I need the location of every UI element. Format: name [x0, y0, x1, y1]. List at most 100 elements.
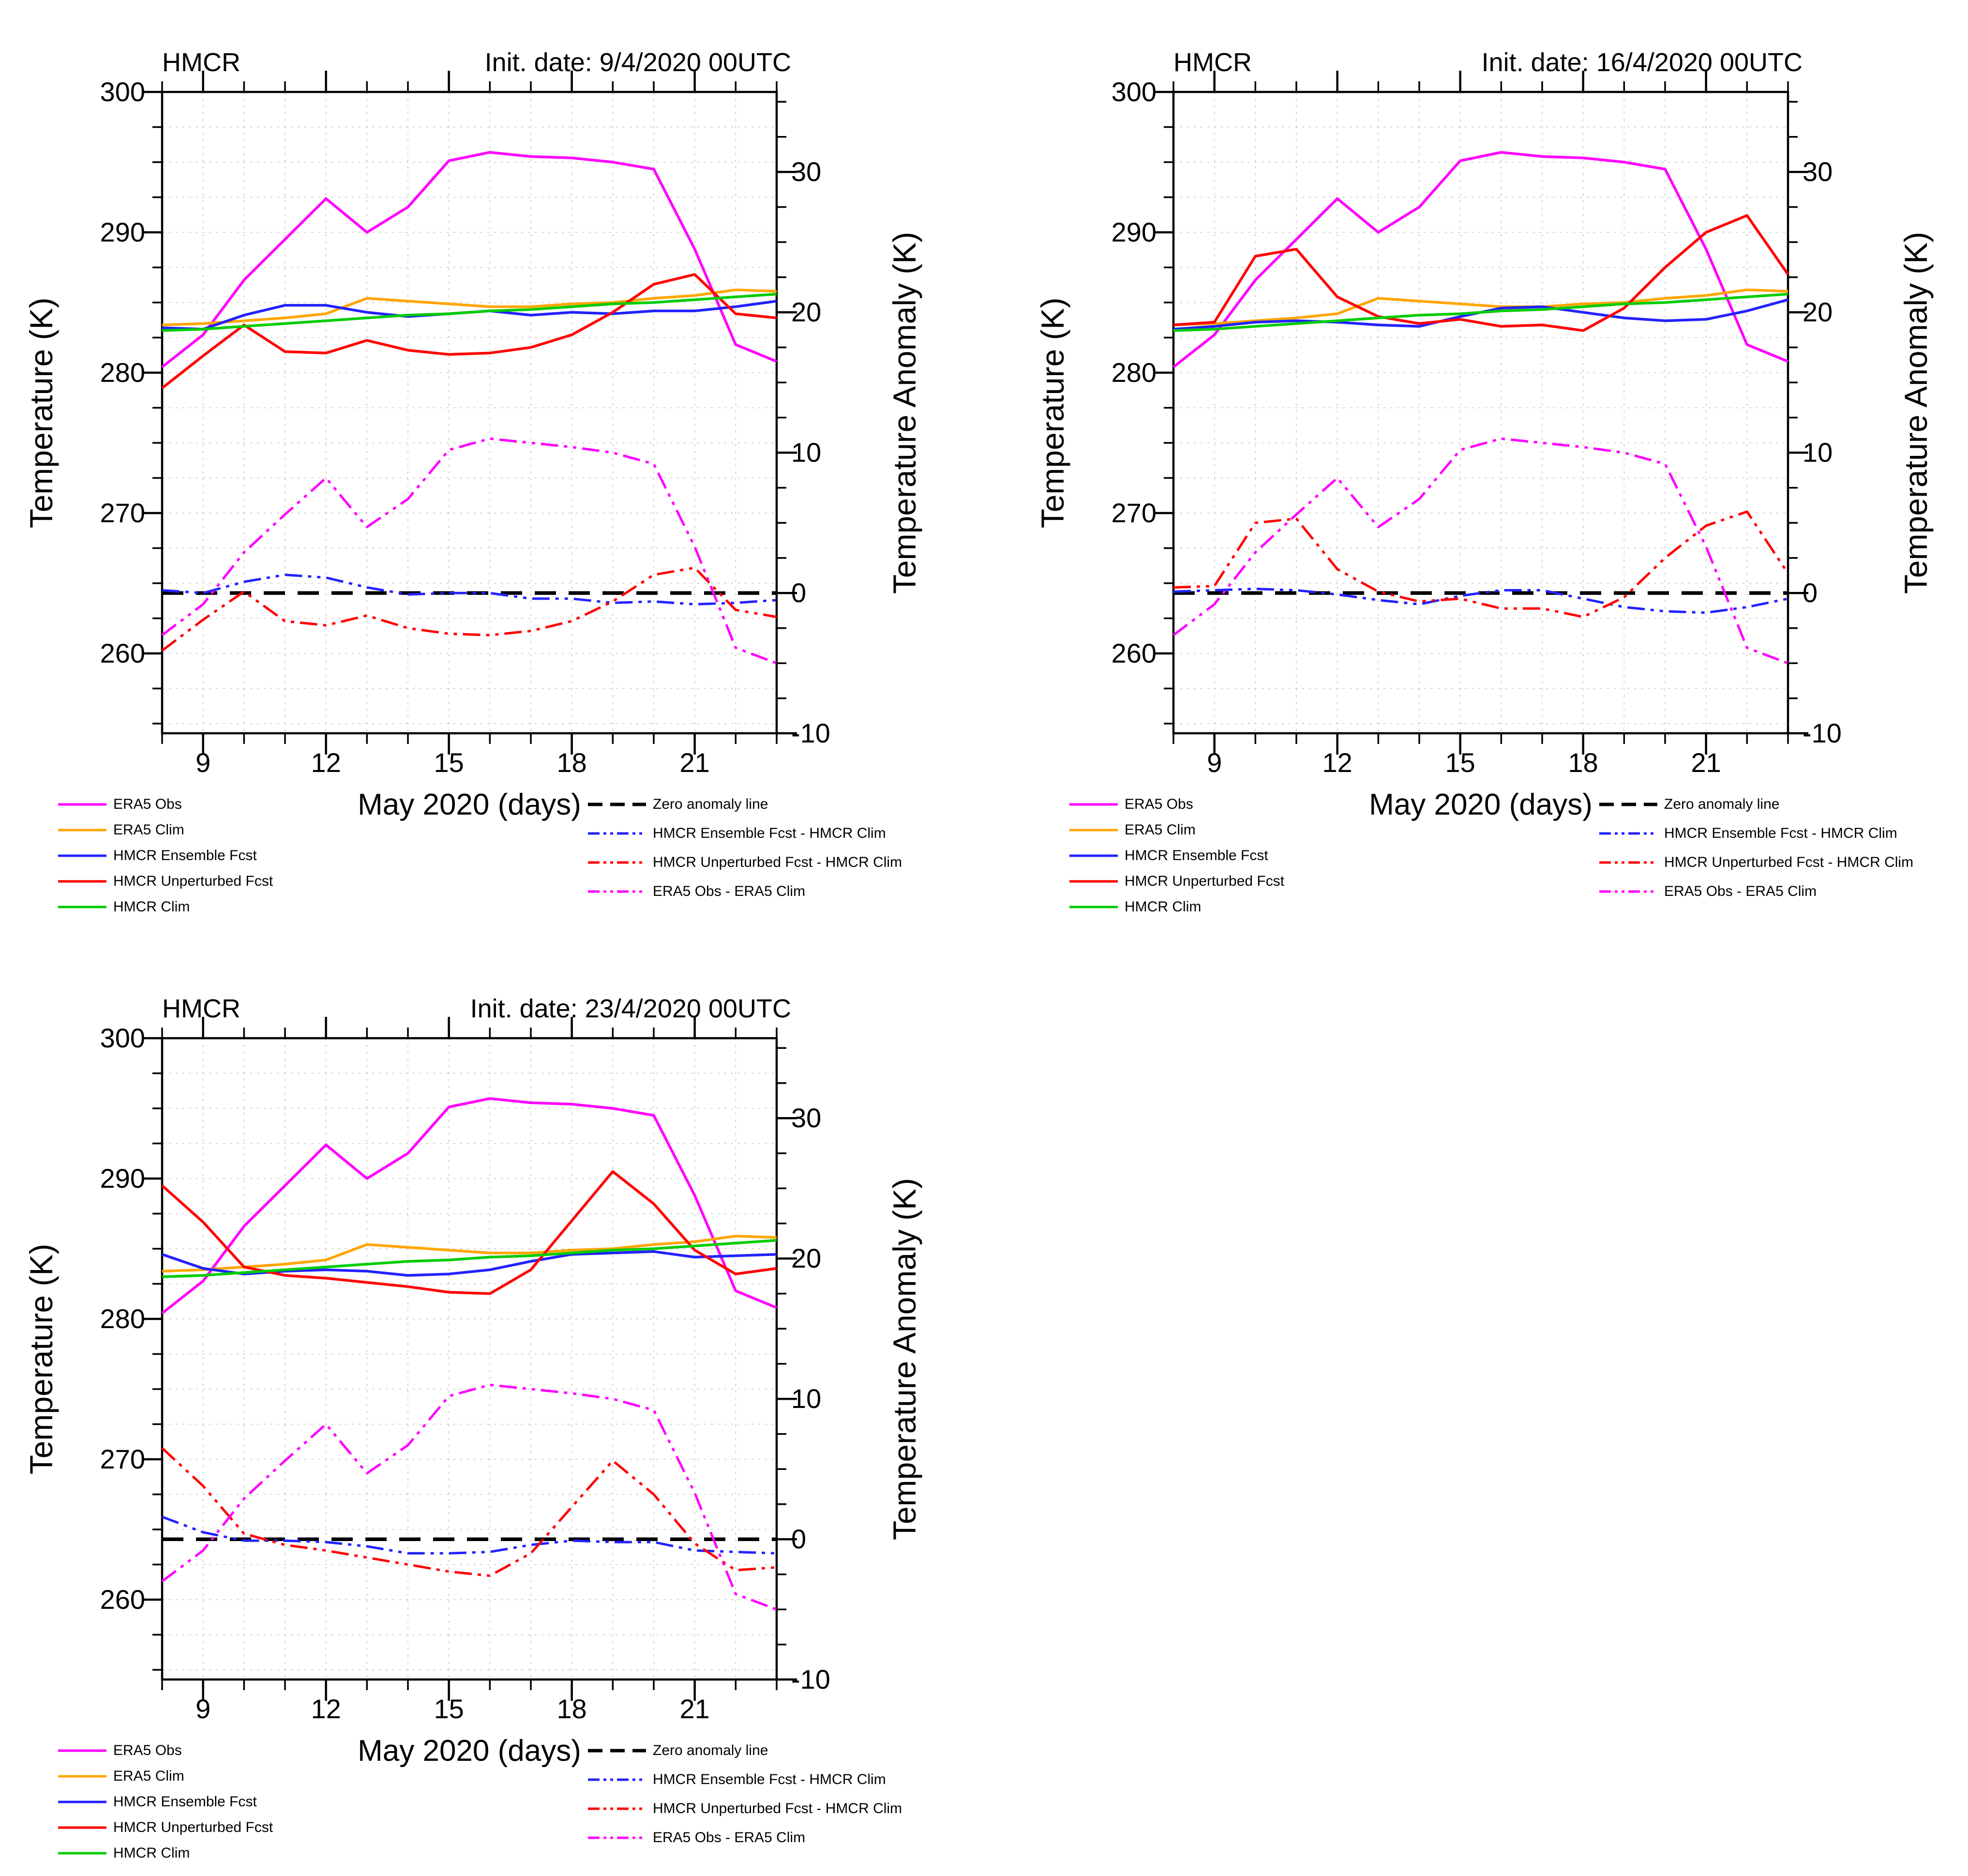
- legend-label: HMCR Unperturbed Fcst: [1125, 873, 1285, 889]
- y-left-tick-label: 280: [100, 357, 145, 388]
- legend-line-sample: [1069, 803, 1118, 806]
- series-line-hmcr-clim: [162, 292, 777, 332]
- plot-frame: [161, 91, 778, 735]
- legend-item: HMCR Unperturbed Fcst: [58, 1819, 273, 1836]
- legend-line-sample: [588, 890, 646, 893]
- legend-item: Zero anomaly line: [588, 796, 768, 813]
- legend-item: ERA5 Obs - ERA5 Clim: [588, 883, 805, 900]
- series-line-era5-obs-era5-clim: [161, 437, 777, 665]
- x-tick-label: 18: [1568, 747, 1598, 778]
- legend-label: HMCR Ensemble Fcst: [113, 1794, 257, 1810]
- legend-item: HMCR Ensemble Fcst - HMCR Clim: [588, 1771, 886, 1788]
- x-tick-label: 12: [1322, 747, 1352, 778]
- legend-line-sample: [58, 1800, 106, 1803]
- series-line-era5-obs: [161, 151, 778, 368]
- plot-frame: [1172, 91, 1789, 735]
- y-axis-title-right: Temperature Anomaly (K): [886, 1178, 922, 1540]
- panel-2-plot: [1153, 71, 1808, 755]
- legend-item: HMCR Ensemble Fcst - HMCR Clim: [588, 825, 886, 842]
- legend-item: HMCR Ensemble Fcst - HMCR Clim: [1599, 825, 1897, 842]
- y-axis-title-right: Temperature Anomaly (K): [886, 231, 922, 594]
- legend-item: HMCR Unperturbed Fcst: [58, 873, 273, 890]
- y-right-tick-label: -10: [791, 1664, 830, 1695]
- legend-label: ERA5 Obs - ERA5 Clim: [1664, 883, 1817, 899]
- legend-label: ERA5 Obs - ERA5 Clim: [653, 1830, 806, 1846]
- series-line-era5-obs: [161, 1097, 778, 1315]
- y-right-tick-label: 20: [791, 1243, 822, 1274]
- x-tick-label: 21: [679, 1694, 710, 1724]
- legend-item: ERA5 Clim: [58, 822, 184, 838]
- legend-line-sample: [58, 1749, 106, 1752]
- y-right-tick-label: -10: [1803, 718, 1842, 749]
- panel-1-plot: [142, 71, 797, 755]
- series-line-hmcr-unperturbed-fcst-hmcr-clim: [161, 566, 777, 652]
- series-line-hmcr-unperturbed-fcst-hmcr-clim: [161, 1447, 777, 1577]
- series-line-hmcr-ensemble-fcst: [162, 1250, 777, 1277]
- y-right-tick-label: 10: [1803, 437, 1833, 468]
- y-right-tick-label: 10: [791, 1383, 822, 1414]
- panel2-model-title: HMCR: [1173, 48, 1252, 77]
- y-left-tick-label: 300: [1111, 76, 1157, 107]
- y-left-tick-label: 270: [100, 1444, 145, 1474]
- legend-item: HMCR Unperturbed Fcst: [1069, 873, 1284, 890]
- legend-label: ERA5 Obs - ERA5 Clim: [653, 883, 806, 899]
- y-left-tick-label: 280: [1111, 357, 1157, 388]
- y-axis-title-left: Temperature (K): [23, 297, 59, 528]
- legend-line-sample: [58, 880, 106, 883]
- series-line-era5-obs: [1172, 151, 1789, 368]
- legend-line-sample: [1599, 861, 1657, 864]
- y-right-tick-label: 20: [791, 297, 822, 328]
- y-right-tick-label: 20: [1803, 297, 1833, 328]
- series-line-hmcr-unperturbed-fcst: [1173, 214, 1789, 332]
- series-line-era5-clim: [162, 288, 777, 327]
- legend-line-sample: [588, 832, 646, 835]
- series-line-era5-clim: [162, 1235, 777, 1273]
- legend-label: HMCR Ensemble Fcst - HMCR Clim: [1664, 825, 1897, 841]
- legend-line-sample: [588, 861, 646, 864]
- x-axis-title: May 2020 (days): [358, 1734, 581, 1768]
- series-line-hmcr-ensemble-fcst-hmcr-clim: [1173, 588, 1788, 614]
- legend-line-sample: [1069, 906, 1118, 908]
- panel1-model-title: HMCR: [162, 48, 240, 77]
- series-line-era5-clim: [1173, 288, 1788, 327]
- series-line-era5-obs-era5-clim: [161, 1383, 777, 1611]
- legend-item: Zero anomaly line: [588, 1742, 768, 1759]
- legend-label: HMCR Unperturbed Fcst: [113, 1819, 273, 1835]
- x-tick-label: 18: [556, 1694, 587, 1724]
- legend-label: ERA5 Clim: [113, 1768, 184, 1784]
- legend-label: Zero anomaly line: [1664, 796, 1780, 812]
- legend-label: ERA5 Obs: [113, 796, 182, 812]
- legend-item: ERA5 Clim: [58, 1768, 184, 1785]
- y-right-tick-label: -10: [791, 718, 830, 749]
- series-line-hmcr-unperturbed-fcst-hmcr-clim: [1173, 510, 1789, 619]
- legend-line-sample: [58, 1852, 106, 1855]
- legend-line-sample: [58, 854, 106, 857]
- legend-item: Zero anomaly line: [1599, 796, 1779, 813]
- series-line-hmcr-unperturbed-fcst: [161, 273, 777, 390]
- x-tick-label: 12: [311, 1694, 341, 1724]
- x-tick-label: 12: [311, 747, 341, 778]
- legend-line-sample: [58, 803, 106, 806]
- legend-label: HMCR Ensemble Fcst: [1125, 847, 1268, 863]
- legend-item: ERA5 Obs - ERA5 Clim: [1599, 883, 1817, 900]
- legend-item: ERA5 Obs - ERA5 Clim: [588, 1830, 805, 1846]
- legend-item: HMCR Unperturbed Fcst - HMCR Clim: [1599, 854, 1913, 871]
- x-tick-label: 15: [1445, 747, 1475, 778]
- panel1-init-date-title: Init. date: 9/4/2020 00UTC: [484, 48, 791, 77]
- series-line-era5-obs-era5-clim: [1172, 437, 1788, 665]
- legend-line-sample: [588, 1807, 646, 1810]
- y-left-tick-label: 290: [1111, 217, 1157, 247]
- x-tick-label: 15: [434, 747, 464, 778]
- x-tick-label: 9: [195, 747, 211, 778]
- y-axis-title-left: Temperature (K): [23, 1243, 59, 1474]
- y-left-tick-label: 280: [100, 1303, 145, 1334]
- legend-line-sample: [588, 1749, 646, 1753]
- y-left-tick-label: 260: [100, 1584, 145, 1615]
- y-left-tick-label: 300: [100, 1023, 145, 1053]
- legend-line-sample: [588, 802, 646, 806]
- y-right-tick-label: 30: [791, 1103, 822, 1134]
- legend-item: ERA5 Clim: [1069, 822, 1196, 838]
- series-line-hmcr-ensemble-fcst-hmcr-clim: [162, 574, 777, 605]
- legend-line-sample: [1599, 802, 1657, 806]
- y-right-tick-label: 0: [1803, 577, 1818, 608]
